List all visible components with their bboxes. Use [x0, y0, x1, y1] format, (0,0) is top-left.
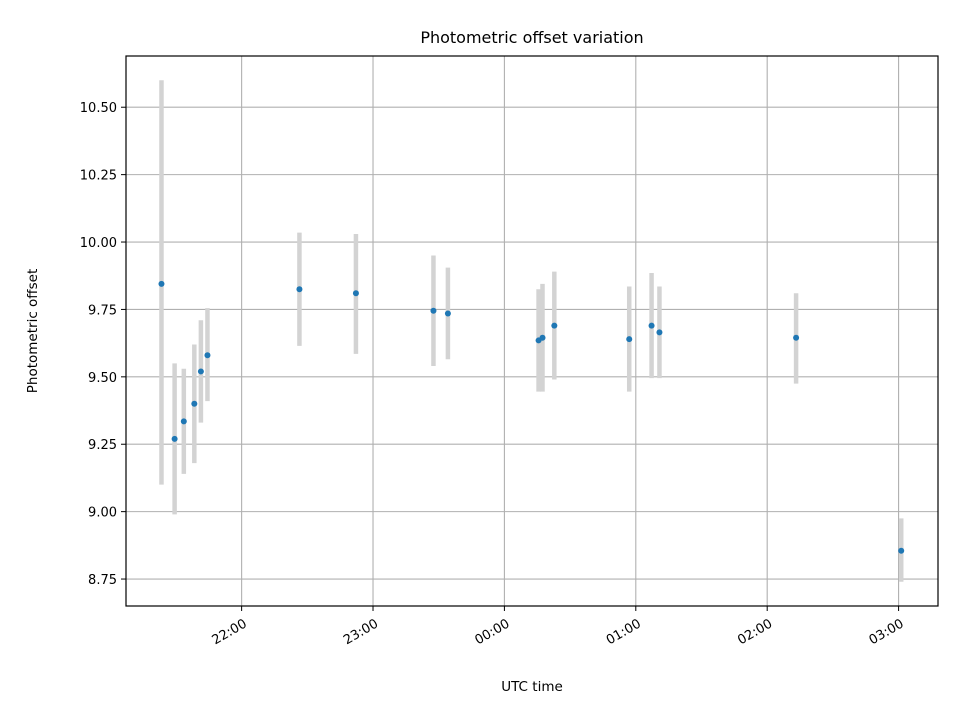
data-point	[898, 547, 905, 554]
y-tick-label: 9.00	[88, 506, 117, 521]
y-tick-label: 9.75	[88, 303, 117, 318]
data-point	[539, 334, 546, 341]
x-axis-label: UTC time	[501, 679, 563, 695]
y-axis: 8.75 9.00 9.25 9.50 9.75 10.00 10.25 10.50	[80, 101, 126, 588]
data-point	[197, 368, 204, 375]
y-tick-label: 10.25	[80, 169, 117, 184]
data-point	[191, 400, 198, 407]
data-point	[158, 280, 165, 287]
data-point	[204, 352, 211, 359]
data-point	[352, 290, 359, 297]
grid	[126, 56, 938, 606]
plot-frame	[125, 55, 939, 607]
y-tick-label: 10.50	[80, 101, 117, 116]
data-point	[296, 286, 303, 293]
data-point	[430, 307, 437, 314]
y-tick-label: 8.75	[88, 573, 117, 588]
y-axis-label: Photometric offset	[25, 269, 41, 393]
y-tick-label: 9.25	[88, 438, 117, 453]
chart-title: Photometric offset variation	[420, 28, 643, 47]
data-point	[656, 329, 663, 336]
y-tick-label: 9.50	[88, 371, 117, 386]
y-tick-label: 10.00	[80, 236, 117, 251]
data-point	[648, 322, 655, 329]
data-points	[158, 280, 905, 554]
data-point	[171, 435, 178, 442]
data-point	[444, 310, 451, 317]
data-point	[626, 336, 633, 343]
data-point	[793, 334, 800, 341]
data-point	[551, 322, 558, 329]
data-point	[180, 418, 187, 425]
